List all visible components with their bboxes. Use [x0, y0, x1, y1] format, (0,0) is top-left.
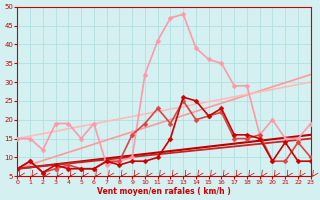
- X-axis label: Vent moyen/en rafales ( km/h ): Vent moyen/en rafales ( km/h ): [97, 187, 231, 196]
